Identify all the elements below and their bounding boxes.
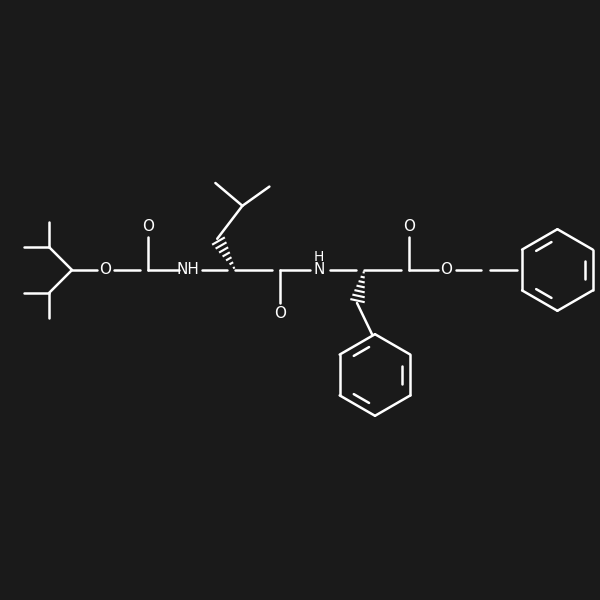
Text: NH: NH [177, 263, 200, 277]
Text: O: O [274, 306, 286, 322]
Text: O: O [142, 218, 154, 233]
Text: O: O [99, 263, 111, 277]
Text: O: O [403, 218, 415, 233]
Text: H: H [314, 250, 325, 264]
Text: O: O [440, 263, 452, 277]
Text: N: N [314, 263, 325, 277]
